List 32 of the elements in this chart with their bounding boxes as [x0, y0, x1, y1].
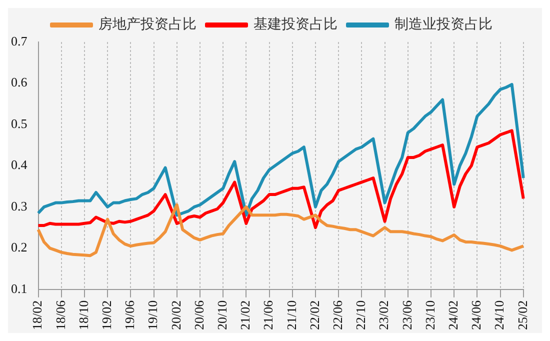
x-tick-label: 22/02 — [306, 300, 322, 330]
x-tick-label: 24/10 — [492, 300, 507, 330]
y-tick-label: 0.2 — [11, 240, 28, 255]
x-tick-label: 25/02 — [514, 300, 530, 330]
x-tick-label: 19/02 — [98, 300, 114, 330]
x-tick-label: 23/10 — [422, 300, 438, 330]
x-tick-label: 21/06 — [260, 300, 276, 330]
x-tick-label: 18/06 — [52, 300, 68, 330]
legend-label: 制造业投资占比 — [394, 16, 492, 33]
y-tick-label: 0.1 — [11, 280, 28, 296]
x-tick-label: 22/06 — [330, 300, 346, 330]
x-tick-label: 23/02 — [376, 300, 392, 330]
x-tick-label: 24/06 — [468, 300, 484, 330]
x-tick-label: 23/06 — [399, 300, 414, 330]
x-tick-label: 19/10 — [145, 300, 160, 330]
y-tick-label: 0.6 — [11, 74, 28, 90]
y-tick-label: 0.3 — [11, 198, 28, 214]
y-tick-label: 0.7 — [11, 33, 28, 48]
x-tick-label: 20/02 — [168, 300, 184, 330]
x-tick-label: 18/02 — [30, 300, 45, 330]
x-tick-label: 20/10 — [214, 300, 230, 330]
x-tick-label: 21/10 — [284, 300, 299, 330]
x-tick-label: 21/02 — [238, 300, 253, 330]
y-tick-label: 0.4 — [11, 157, 28, 172]
y-tick-label: 0.5 — [11, 116, 28, 131]
x-tick-label: 24/02 — [446, 300, 461, 330]
x-tick-label: 20/06 — [191, 300, 206, 330]
legend-label: 基建投资占比 — [254, 16, 338, 33]
x-tick-label: 22/10 — [353, 300, 368, 330]
x-tick-label: 19/06 — [122, 300, 138, 330]
legend-label: 房地产投资占比 — [98, 16, 196, 33]
x-tick-label: 18/10 — [76, 300, 91, 330]
